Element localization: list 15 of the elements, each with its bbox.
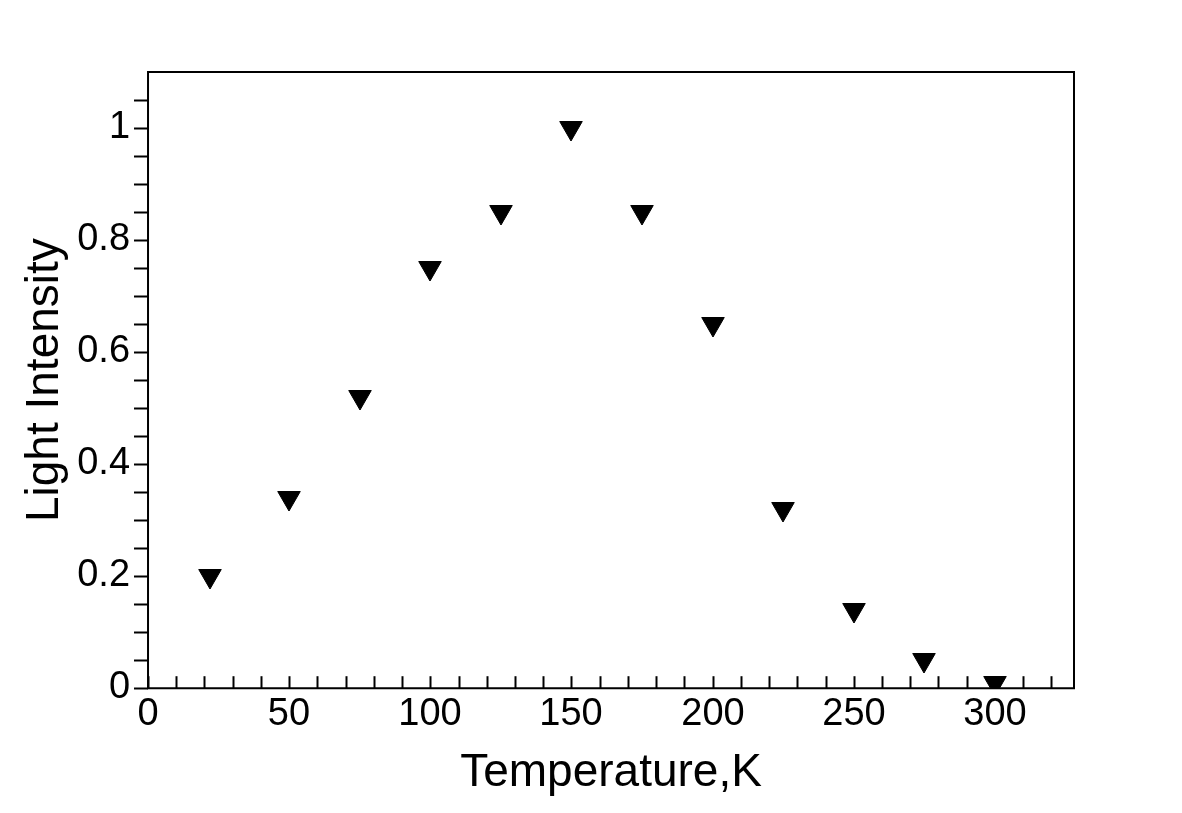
- y-axis-title: Light Intensity: [16, 238, 69, 523]
- x-tick-label: 300: [963, 691, 1027, 734]
- x-tick-label: 200: [681, 691, 745, 734]
- y-tick-label: 1: [108, 104, 131, 147]
- x-tick-label: 150: [539, 691, 603, 734]
- y-tick-label: 0.8: [77, 216, 131, 259]
- x-tick-label: 0: [137, 691, 159, 734]
- x-tick-label: 250: [822, 691, 886, 734]
- x-tick-label: 50: [267, 691, 311, 734]
- y-tick-label: 0.4: [77, 440, 131, 483]
- y-tick-label: 0: [108, 664, 131, 707]
- y-tick-label: 0.2: [77, 552, 131, 595]
- x-tick-label: 100: [398, 691, 462, 734]
- y-tick-label: 0.6: [77, 328, 131, 371]
- x-axis-title: Temperature,K: [460, 744, 763, 797]
